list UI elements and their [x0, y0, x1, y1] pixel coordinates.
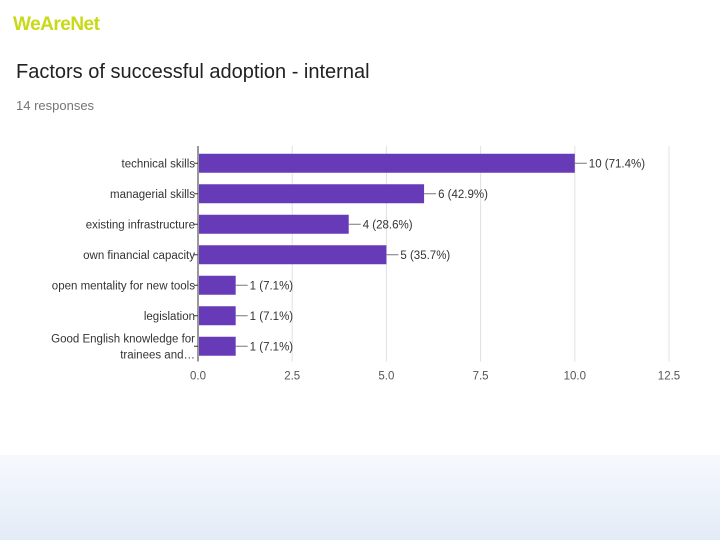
x-tick-label: 12.5 — [658, 371, 680, 383]
x-tick-label: 7.5 — [473, 371, 489, 383]
x-tick-label: 0.0 — [190, 371, 206, 383]
x-tick-label: 2.5 — [284, 371, 300, 383]
bar — [199, 336, 236, 356]
data-label: 1 (7.1%) — [250, 280, 294, 292]
slide-bottom-band — [0, 455, 720, 540]
data-label: 10 (71.4%) — [589, 158, 645, 170]
data-label: 6 (42.9%) — [438, 189, 488, 201]
category-label: trainees and… — [120, 349, 195, 361]
category-label: technical skills — [122, 158, 196, 170]
category-label: managerial skills — [110, 189, 195, 201]
bar — [199, 275, 236, 295]
data-label: 1 (7.1%) — [250, 311, 294, 323]
bar — [199, 245, 387, 265]
brand-logo-text: WeAreNet — [13, 14, 100, 35]
data-label: 5 (35.7%) — [400, 250, 450, 262]
category-label: Good English knowledge for — [51, 333, 195, 345]
category-label: existing infrastructure — [86, 219, 195, 231]
response-count: 14 responses — [16, 98, 95, 113]
bar — [199, 184, 425, 204]
bar — [199, 214, 349, 234]
data-label: 1 (7.1%) — [250, 341, 294, 353]
bar — [199, 153, 575, 173]
bar — [199, 306, 236, 326]
data-label: 4 (28.6%) — [363, 219, 413, 231]
x-tick-label: 5.0 — [378, 371, 394, 383]
x-tick-label: 10.0 — [564, 371, 586, 383]
category-label: own financial capacity — [83, 250, 195, 262]
chart-title: Factors of successful adoption - interna… — [16, 61, 370, 83]
category-label: legislation — [144, 311, 195, 323]
category-label: open mentality for new tools — [52, 280, 195, 292]
